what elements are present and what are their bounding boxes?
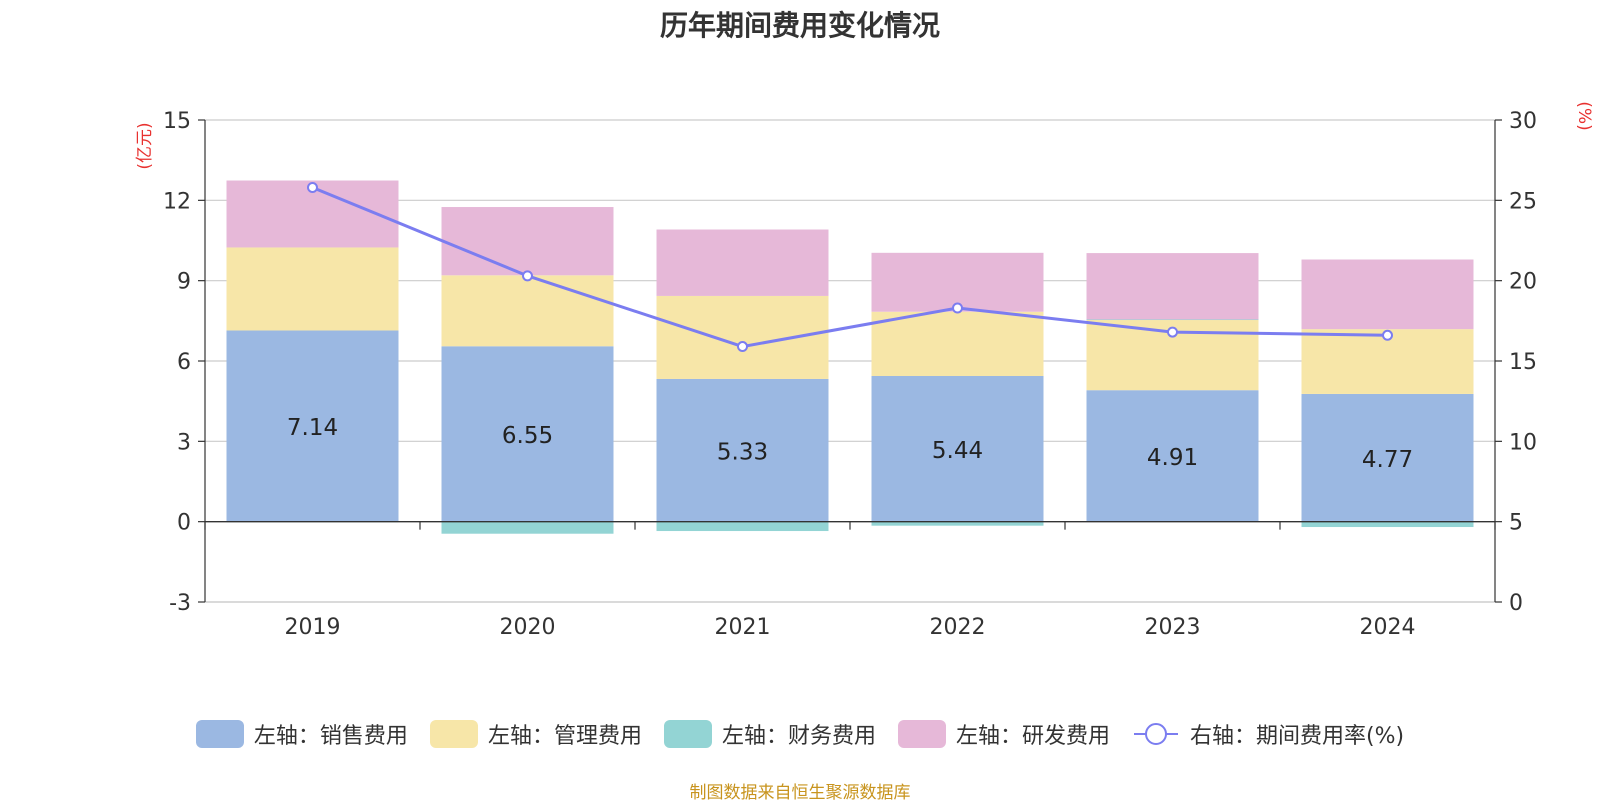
right-axis-unit: (%)	[1574, 101, 1594, 130]
rate-point	[1382, 329, 1393, 341]
bar-2-2024	[1301, 521, 1474, 528]
data-label: 6.55	[502, 423, 553, 449]
chart-canvas: -3 0 3 6 9 12 15 0 5 10 15 20 25 30 (亿元) (%) 2019 2020 202…	[135, 101, 1594, 640]
left-tick-label: 6	[177, 350, 191, 375]
data-label: 4.77	[1362, 447, 1413, 473]
legend: 左轴：销售费用 左轴：管理费用 左轴：财务费用 左轴：研发费用 右轴：期间费用率(%)	[0, 718, 1600, 750]
right-tick-label: 25	[1509, 189, 1537, 214]
right-tick-label: 30	[1509, 109, 1537, 134]
bar-2-2023	[1086, 319, 1259, 321]
legend-item[interactable]: 左轴：管理费用	[429, 718, 642, 750]
right-tick-label: 0	[1509, 591, 1523, 616]
bar-0-2019	[226, 330, 399, 522]
rate-point	[737, 341, 748, 353]
legend-label: 左轴：研发费用	[955, 724, 1110, 749]
legend-marker	[1144, 723, 1167, 745]
grid-layer	[205, 119, 1495, 603]
rate-line	[311, 186, 1388, 349]
category-label: 2020	[500, 615, 556, 640]
line-layer	[307, 181, 1393, 353]
data-label: 5.33	[717, 439, 768, 465]
bar-2-2020	[441, 521, 614, 534]
right-tick-label: 20	[1509, 270, 1537, 295]
legend-label: 左轴：销售费用	[253, 724, 408, 749]
legend-swatch	[663, 720, 712, 748]
bar-1-2022	[871, 311, 1044, 376]
bar-1-2019	[226, 247, 399, 331]
left-tick-label: 9	[177, 270, 191, 295]
bar-2-2022	[871, 521, 1044, 526]
right-tick-label: 5	[1509, 511, 1523, 536]
bar-3-2022	[871, 252, 1044, 312]
rate-point	[1167, 326, 1178, 338]
left-tick-label: 0	[177, 511, 191, 536]
bar-layer	[226, 180, 1474, 534]
legend-item[interactable]: 左轴：财务费用	[663, 718, 876, 750]
data-label: 5.44	[932, 438, 983, 464]
legend-item[interactable]: 左轴：研发费用	[897, 718, 1110, 750]
rate-point	[952, 302, 963, 314]
data-label: 7.14	[287, 415, 338, 441]
legend-label: 左轴：财务费用	[721, 724, 876, 749]
bar-3-2021	[656, 229, 829, 296]
left-tick-label: 3	[177, 430, 191, 455]
chart-title: 历年期间费用变化情况	[659, 9, 940, 42]
category-label: 2021	[715, 615, 771, 640]
legend-swatch	[429, 720, 478, 748]
right-tick-label: 15	[1509, 350, 1537, 375]
bar-1-2020	[441, 275, 614, 347]
legend-item[interactable]: 右轴：期间费用率(%)	[1132, 718, 1404, 750]
legend-swatch	[897, 720, 946, 748]
bar-0-2023	[1086, 390, 1259, 522]
bar-3-2024	[1301, 259, 1474, 330]
legend-label: 左轴：管理费用	[487, 724, 642, 749]
source-footer: 制图数据来自恒生聚源数据库	[689, 783, 911, 803]
label-layer: 7.14 6.55 5.33 5.44 4.91 4.77	[287, 415, 1413, 473]
bar-0-2024	[1301, 393, 1474, 522]
bar-0-2020	[441, 346, 614, 522]
bar-0-2021	[656, 378, 829, 522]
category-label: 2019	[285, 615, 341, 640]
category-label: 2024	[1360, 615, 1416, 640]
bar-3-2020	[441, 207, 614, 276]
bar-3-2023	[1086, 253, 1259, 320]
left-axis-unit: (亿元)	[135, 122, 155, 169]
rate-point	[307, 181, 318, 193]
left-tick-label: 12	[163, 189, 191, 214]
legend-swatch	[195, 720, 244, 748]
legend-line-swatch	[1133, 723, 1178, 745]
category-label: 2023	[1145, 615, 1201, 640]
category-label: 2022	[930, 615, 986, 640]
bar-0-2022	[871, 375, 1044, 522]
legend-item[interactable]: 左轴：销售费用	[195, 718, 408, 750]
rate-point	[522, 270, 533, 282]
left-tick-label: -3	[169, 591, 191, 616]
right-tick-label: 10	[1509, 430, 1537, 455]
bar-1-2021	[656, 295, 829, 379]
axis-layer: -3 0 3 6 9 12 15 0 5 10 15 20 25 30 (亿元) (%) 2019 2020 202…	[135, 101, 1594, 640]
bar-2-2021	[656, 521, 829, 532]
data-label: 4.91	[1147, 445, 1198, 471]
legend-label: 右轴：期间费用率(%)	[1189, 724, 1405, 749]
left-tick-label: 15	[163, 109, 191, 134]
